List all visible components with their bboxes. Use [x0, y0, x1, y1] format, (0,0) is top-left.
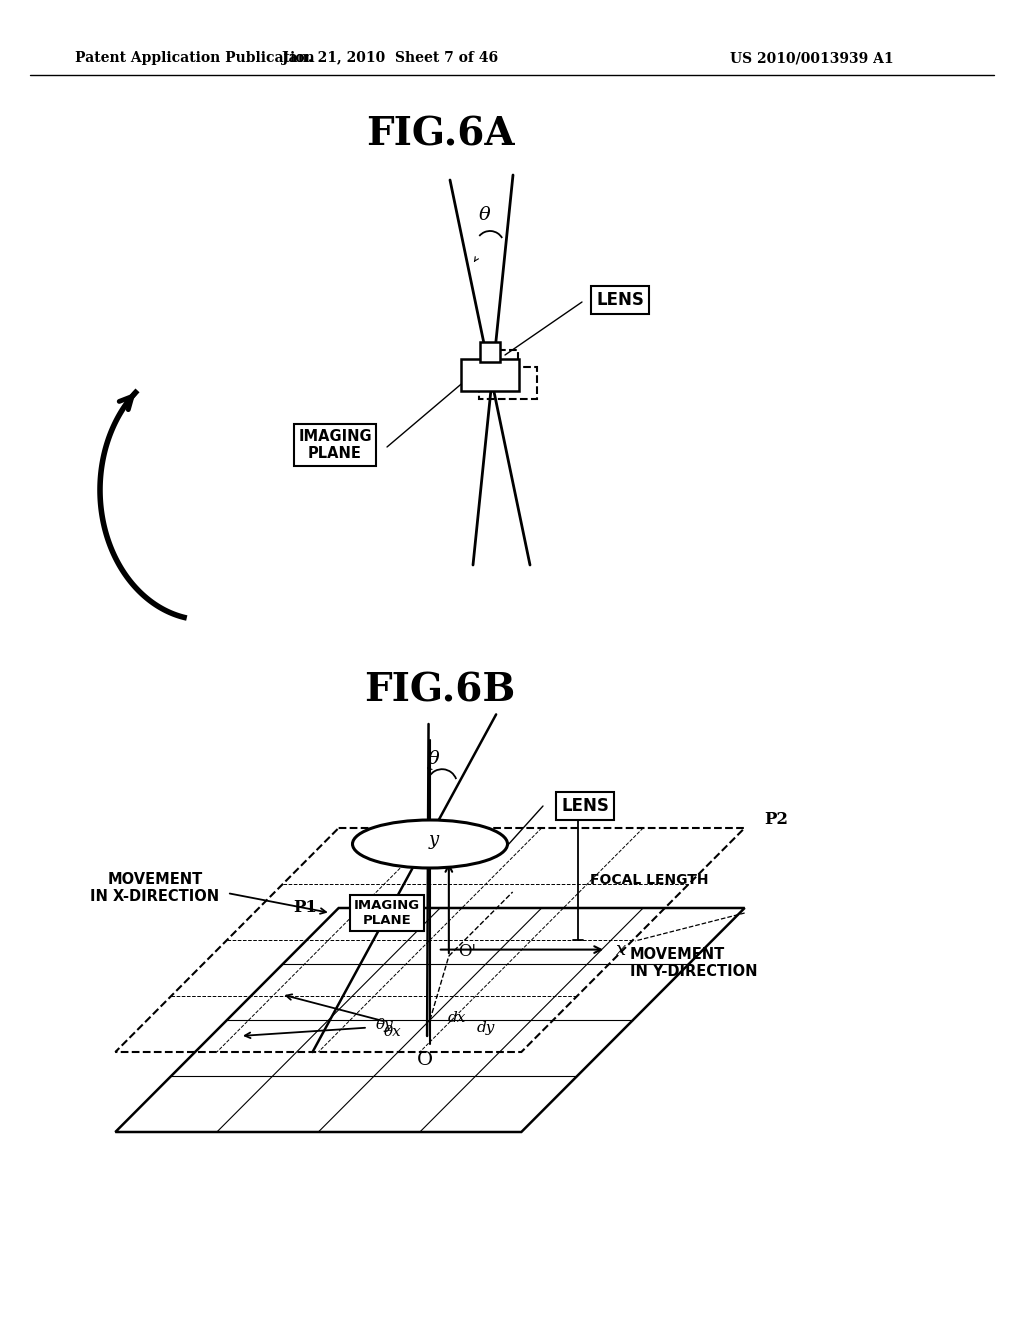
Text: dx: dx [447, 1011, 466, 1026]
Text: LENS: LENS [561, 797, 609, 814]
Text: MOVEMENT
IN Y-DIRECTION: MOVEMENT IN Y-DIRECTION [630, 946, 758, 979]
Bar [480, 342, 500, 362]
Ellipse shape [352, 820, 508, 869]
Text: θ: θ [428, 750, 440, 768]
Bar [479, 367, 537, 399]
Text: LENS: LENS [596, 290, 644, 309]
Text: P2: P2 [765, 812, 788, 829]
Text: Patent Application Publication: Patent Application Publication [75, 51, 314, 65]
Text: IMAGING
PLANE: IMAGING PLANE [353, 899, 420, 927]
Text: θ: θ [479, 206, 490, 224]
Text: MOVEMENT
IN X-DIRECTION: MOVEMENT IN X-DIRECTION [90, 871, 219, 904]
Text: US 2010/0013939 A1: US 2010/0013939 A1 [730, 51, 894, 65]
Bar [461, 359, 519, 391]
Bar [498, 350, 518, 370]
Text: P1: P1 [293, 899, 316, 916]
Text: O: O [417, 1051, 433, 1069]
Text: θx: θx [384, 1024, 401, 1039]
Text: θy: θy [376, 1018, 393, 1032]
Text: FIG.6A: FIG.6A [366, 116, 514, 154]
Text: y: y [429, 832, 439, 849]
Text: FIG.6B: FIG.6B [365, 671, 516, 709]
Text: FOCAL LENGTH: FOCAL LENGTH [590, 873, 709, 887]
Text: x: x [616, 941, 626, 958]
Text: dy: dy [477, 1020, 496, 1035]
Text: Jan. 21, 2010  Sheet 7 of 46: Jan. 21, 2010 Sheet 7 of 46 [282, 51, 498, 65]
Text: IMAGING
PLANE: IMAGING PLANE [298, 429, 372, 461]
Text: O': O' [458, 942, 476, 960]
